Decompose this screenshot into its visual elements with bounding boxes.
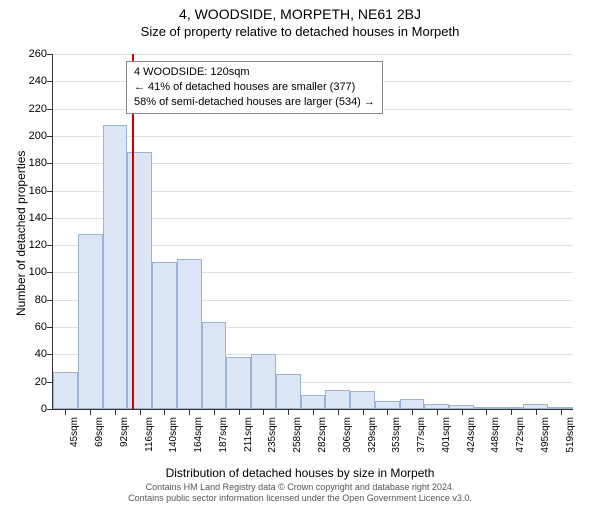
x-tick-label: 92sqm (119, 417, 130, 447)
y-tick-label: 60 (21, 321, 47, 333)
x-axis-title: Distribution of detached houses by size … (0, 466, 600, 480)
x-tick (486, 409, 487, 415)
x-tick (313, 409, 314, 415)
x-tick (164, 409, 165, 415)
footer-line: Contains HM Land Registry data © Crown c… (0, 482, 600, 493)
x-tick-label: 495sqm (540, 417, 551, 453)
x-tick (363, 409, 364, 415)
chart-subtitle: Size of property relative to detached ho… (0, 24, 600, 39)
annotation-line: ← 41% of detached houses are smaller (37… (134, 80, 375, 95)
x-tick (288, 409, 289, 415)
y-tick (47, 300, 53, 301)
histogram-bar (325, 390, 350, 409)
y-tick-label: 260 (21, 48, 47, 60)
x-tick-label: 164sqm (193, 417, 204, 453)
x-tick (511, 409, 512, 415)
x-tick-label: 69sqm (94, 417, 105, 447)
histogram-bar (103, 125, 128, 409)
x-tick-label: 424sqm (466, 417, 477, 453)
histogram-bar (152, 262, 177, 409)
histogram-bar (276, 374, 301, 410)
x-tick-label: 472sqm (515, 417, 526, 453)
histogram-bar (177, 259, 202, 409)
x-tick (189, 409, 190, 415)
x-tick (387, 409, 388, 415)
x-tick-label: 235sqm (267, 417, 278, 453)
y-tick (47, 272, 53, 273)
x-tick-label: 282sqm (317, 417, 328, 453)
histogram-bar (202, 322, 227, 409)
grid-line (53, 136, 573, 137)
page-title: 4, WOODSIDE, MORPETH, NE61 2BJ (0, 6, 600, 22)
x-tick (536, 409, 537, 415)
x-tick (338, 409, 339, 415)
x-tick-label: 401sqm (441, 417, 452, 453)
x-tick-label: 329sqm (367, 417, 378, 453)
annotation-line: 58% of semi-detached houses are larger (… (134, 95, 375, 110)
x-tick (90, 409, 91, 415)
y-tick (47, 409, 53, 410)
y-tick (47, 354, 53, 355)
x-tick (462, 409, 463, 415)
x-tick (65, 409, 66, 415)
x-tick (115, 409, 116, 415)
annotation-line: 4 WOODSIDE: 120sqm (134, 65, 375, 80)
x-tick-label: 519sqm (565, 417, 576, 453)
histogram-bar (78, 234, 103, 409)
footer: Contains HM Land Registry data © Crown c… (0, 482, 600, 505)
x-tick-label: 140sqm (168, 417, 179, 453)
y-tick (47, 81, 53, 82)
y-tick (47, 136, 53, 137)
x-tick (140, 409, 141, 415)
y-tick (47, 245, 53, 246)
y-tick (47, 109, 53, 110)
x-tick-label: 306sqm (342, 417, 353, 453)
x-tick-label: 353sqm (391, 417, 402, 453)
histogram-bar (301, 395, 326, 409)
x-tick (437, 409, 438, 415)
grid-line (53, 54, 573, 55)
y-tick (47, 218, 53, 219)
y-tick-label: 220 (21, 103, 47, 115)
x-tick-label: 211sqm (243, 417, 254, 452)
y-tick (47, 327, 53, 328)
histogram-bar (400, 399, 425, 409)
y-tick-label: 20 (21, 376, 47, 388)
histogram-bar (226, 357, 251, 409)
histogram-bar (127, 152, 152, 409)
x-tick-label: 116sqm (144, 417, 155, 452)
x-tick (263, 409, 264, 415)
x-tick-label: 258sqm (292, 417, 303, 453)
footer-line: Contains public sector information licen… (0, 493, 600, 504)
y-tick-label: 0 (21, 403, 47, 415)
x-tick (412, 409, 413, 415)
y-tick-label: 200 (21, 130, 47, 142)
x-tick (239, 409, 240, 415)
y-tick-label: 240 (21, 75, 47, 87)
histogram-bar (350, 391, 375, 409)
y-tick (47, 54, 53, 55)
x-tick-label: 448sqm (490, 417, 501, 453)
y-tick (47, 191, 53, 192)
y-tick-label: 40 (21, 348, 47, 360)
histogram-bar (53, 372, 78, 409)
x-tick-label: 45sqm (69, 417, 80, 447)
histogram-bar (251, 354, 276, 409)
y-axis-title: Number of detached properties (14, 151, 28, 316)
x-tick-label: 377sqm (416, 417, 427, 453)
x-tick-label: 187sqm (218, 417, 229, 453)
annotation-box: 4 WOODSIDE: 120sqm ← 41% of detached hou… (126, 61, 383, 114)
y-tick (47, 163, 53, 164)
x-tick (214, 409, 215, 415)
x-tick (561, 409, 562, 415)
histogram-bar (375, 401, 400, 409)
